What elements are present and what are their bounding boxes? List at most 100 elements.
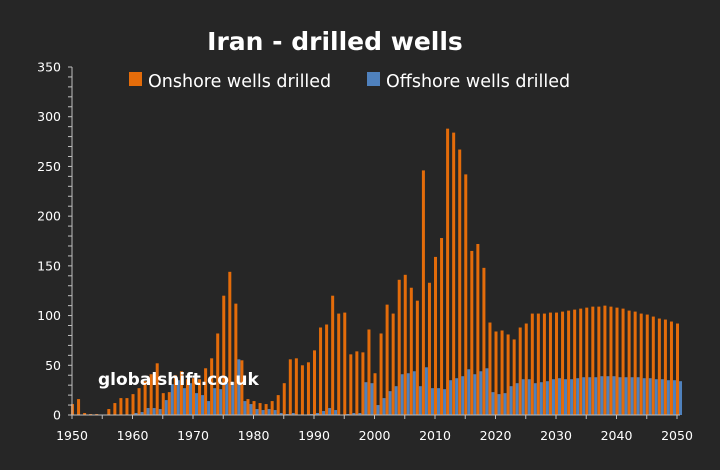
bar-onshore-2044	[639, 313, 643, 415]
bar-onshore-2016	[470, 250, 474, 415]
x-tick-label: 1990	[298, 428, 330, 443]
bar-offshore-2043	[636, 377, 640, 415]
bar-onshore-2034	[579, 308, 583, 415]
bar-offshore-1967	[176, 380, 180, 415]
bar-onshore-2002	[385, 304, 389, 415]
y-tick-label: 150	[37, 258, 61, 273]
bar-offshore-1979	[249, 404, 253, 415]
bar-onshore-2022	[506, 334, 510, 415]
bar-onshore-2017	[476, 243, 480, 415]
chart-title: Iran - drilled wells	[207, 27, 463, 56]
bar-offshore-1971	[201, 395, 205, 415]
bar-offshore-2031	[564, 379, 568, 415]
bar-onshore-1989	[306, 362, 310, 415]
bar-offshore-1986	[291, 413, 295, 415]
bar-onshore-1961	[137, 388, 141, 415]
bar-offshore-1962	[146, 408, 150, 415]
bar-offshore-2037	[600, 376, 604, 415]
bar-onshore-2037	[597, 306, 601, 415]
bar-onshore-2000	[373, 373, 377, 415]
bar-offshore-2009	[430, 388, 434, 415]
bar-offshore-2044	[642, 378, 646, 415]
bar-offshore-2002	[388, 391, 392, 415]
bar-onshore-1952	[83, 413, 87, 415]
x-tick-label: 2050	[661, 428, 693, 443]
bar-onshore-2047	[657, 318, 661, 415]
bars-group	[71, 128, 683, 415]
bar-offshore-2024	[521, 379, 525, 415]
bar-onshore-2028	[542, 313, 546, 415]
bar-offshore-2006	[412, 371, 416, 415]
bar-onshore-2032	[567, 310, 571, 415]
bar-offshore-2038	[606, 376, 610, 415]
bar-offshore-2008	[424, 367, 428, 415]
bar-onshore-1976	[228, 271, 232, 415]
bar-offshore-1991	[322, 411, 326, 415]
bar-offshore-2025	[527, 379, 531, 415]
bar-onshore-2014	[458, 149, 462, 415]
bar-onshore-2036	[591, 306, 595, 415]
legend-label-offshore: Offshore wells drilled	[386, 72, 570, 92]
bar-offshore-2042	[630, 377, 634, 415]
bar-onshore-2018	[482, 267, 486, 415]
bar-onshore-1981	[258, 403, 262, 415]
y-tick-label: 100	[37, 308, 61, 323]
bar-onshore-2027	[536, 313, 540, 415]
bar-offshore-1965	[164, 400, 168, 415]
bar-offshore-1992	[328, 408, 332, 415]
bar-offshore-1998	[364, 382, 368, 415]
bar-offshore-2016	[473, 374, 477, 415]
bar-onshore-2003	[391, 313, 395, 415]
bar-onshore-2039	[609, 306, 613, 415]
bar-onshore-2038	[603, 305, 607, 415]
bar-offshore-2040	[618, 377, 622, 415]
bar-onshore-2004	[397, 279, 401, 415]
bar-onshore-2042	[627, 310, 631, 415]
bar-offshore-2033	[576, 378, 580, 415]
bar-offshore-2035	[588, 377, 592, 415]
bar-offshore-2046	[654, 379, 658, 415]
bar-offshore-2003	[394, 386, 398, 415]
bar-onshore-2009	[427, 282, 431, 415]
bar-onshore-2013	[452, 132, 456, 415]
bar-onshore-2025	[524, 323, 528, 415]
bar-onshore-1960	[131, 394, 135, 415]
bar-onshore-1988	[300, 365, 304, 415]
bar-onshore-1992	[325, 324, 329, 415]
y-tick-label: 350	[37, 60, 61, 75]
bar-onshore-1986	[288, 359, 292, 415]
x-tick-label: 1960	[117, 428, 149, 443]
bar-onshore-2020	[494, 331, 498, 415]
bar-onshore-1983	[270, 401, 274, 415]
bar-onshore-2001	[379, 333, 383, 415]
bar-onshore-2019	[488, 322, 492, 415]
bar-onshore-2011	[440, 238, 444, 415]
bar-onshore-1956	[107, 409, 111, 415]
x-tick-label: 1980	[238, 428, 270, 443]
bar-offshore-2039	[612, 376, 616, 415]
bar-onshore-2043	[633, 311, 637, 415]
bar-onshore-1959	[125, 398, 129, 415]
bar-offshore-1961	[140, 412, 144, 415]
bar-offshore-1976	[231, 382, 235, 415]
x-tick-label: 2040	[601, 428, 633, 443]
bar-offshore-1982	[267, 409, 271, 415]
bar-offshore-2000	[376, 405, 380, 415]
bar-offshore-2048	[666, 380, 670, 415]
bar-onshore-1990	[313, 350, 317, 415]
bar-offshore-1984	[279, 413, 283, 415]
bar-onshore-1979	[246, 399, 250, 415]
bar-onshore-2046	[651, 316, 655, 415]
bar-onshore-2026	[530, 313, 534, 415]
bar-onshore-2033	[573, 309, 577, 415]
bar-offshore-2019	[491, 392, 495, 415]
bar-onshore-1974	[216, 333, 220, 415]
y-tick-label: 300	[37, 109, 61, 124]
x-tick-label: 2010	[419, 428, 451, 443]
bar-onshore-2023	[512, 339, 516, 415]
bar-onshore-2007	[415, 300, 419, 415]
bar-offshore-2047	[660, 379, 664, 415]
bar-offshore-1980	[255, 409, 259, 415]
bar-offshore-1996	[352, 413, 356, 415]
